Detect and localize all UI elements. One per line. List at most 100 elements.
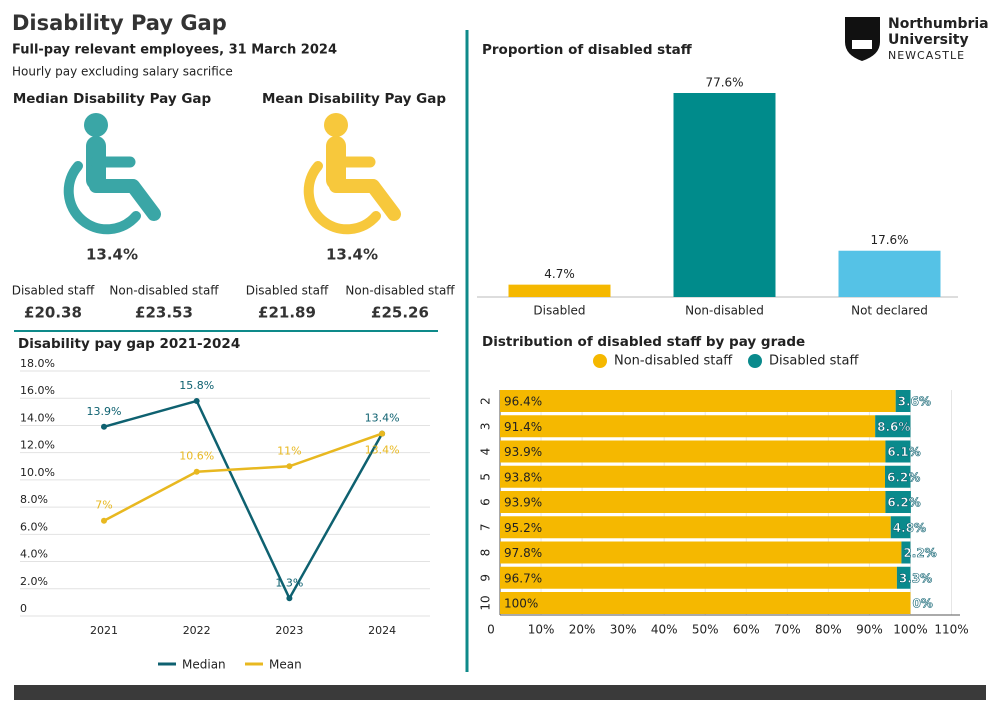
x-tick-label: 10% [528,623,555,637]
x-tick-label: 0 [487,623,495,637]
kpi-title: Median Disability Pay Gap [13,91,212,107]
kpi-value: 13.4% [326,246,378,264]
bar-segment [885,491,911,513]
x-tick-label: 50% [692,623,719,637]
kpi-amount: £21.89 [258,304,316,322]
legend-swatch [593,354,607,368]
bar-segment [500,566,897,589]
y-tick-label: 10 [479,595,493,610]
bar-segment [500,415,876,438]
data-label: 3.3% [899,571,932,585]
legend-label: Median [182,658,226,672]
bar-segment [901,541,911,564]
subtitle: Full-pay relevant employees, 31 March 20… [12,43,337,58]
kpi-value: 13.4% [86,246,138,264]
x-tick-label: Non-disabled [685,304,764,318]
icon-part [84,113,108,137]
y-tick-label: 0 [20,602,27,615]
data-label: 6.1% [887,445,920,459]
point [193,397,200,404]
x-tick-label: 2022 [183,624,211,637]
bar-segment [500,491,886,513]
y-tick-label: 14.0% [20,411,55,424]
legend-swatch [748,354,762,368]
point [101,517,107,524]
data-label: 11% [277,444,301,457]
y-tick-label: 2 [479,397,493,405]
bar [673,93,776,297]
bar-segment [890,516,911,539]
x-tick-label: 20% [569,623,596,637]
data-label: 91.4% [504,420,542,434]
data-label: 13.4% [365,444,400,457]
bar-segment [500,465,886,488]
x-tick-label: 90% [856,623,883,637]
data-label: 97.8% [504,546,542,560]
data-label: 6.2% [887,496,920,510]
x-tick-label: 2021 [90,624,118,637]
bar [838,250,941,297]
note: Hourly pay excluding salary sacrifice [12,65,233,79]
data-label: 1.3% [275,576,303,589]
y-tick-label: 8.0% [20,493,48,506]
bar-segment [500,592,911,614]
y-tick-label: 3 [479,422,493,430]
logo-text: University [888,32,969,48]
point [101,423,107,430]
kpi-amount: £25.26 [371,304,429,322]
data-label: 7% [95,499,112,512]
data-label: 93.9% [504,445,542,459]
y-tick-label: 8 [479,549,493,557]
bar-segment [500,541,902,564]
logo-text: Northumbria [888,16,989,32]
chart-title: Distribution of disabled staff by pay gr… [482,334,805,350]
logo-shield [845,17,880,61]
x-tick-label: 110% [934,623,968,637]
data-label: 96.7% [504,571,542,585]
data-label: 10.6% [179,450,214,463]
data-label: 17.6% [870,233,908,247]
point [286,463,293,470]
kpi-amount: £23.53 [135,304,193,322]
point [193,468,200,475]
y-tick-label: 10.0% [20,466,55,479]
bar [508,284,611,297]
chart-title: Proportion of disabled staff [482,42,693,58]
x-tick-label: 2024 [368,624,396,637]
logo-book [852,40,872,49]
bar-segment [895,390,911,412]
kpi-label: Disabled staff [12,284,95,298]
bar-segment [500,390,896,412]
data-label: 2.2% [903,546,936,560]
bar-segment [500,440,886,463]
x-tick-label: 40% [651,623,678,637]
data-label: 8.6% [877,420,910,434]
x-tick-label: 2023 [275,624,303,637]
icon-part [63,136,161,235]
data-label: 4.8% [893,521,926,535]
kpi-label: Non-disabled staff [109,284,219,298]
logo-text: NEWCASTLE [888,49,965,62]
data-label: 13.9% [87,405,122,418]
data-label: 6.2% [887,470,920,484]
point [286,595,293,602]
data-label: 13.4% [365,412,400,425]
chart-title: Disability pay gap 2021-2024 [18,336,240,352]
y-tick-label: 7 [479,523,493,531]
bar-segment [875,415,911,438]
y-tick-label: 4.0% [20,548,48,561]
data-label: 95.2% [504,521,542,535]
data-label: 0% [912,597,932,611]
kpi-title: Mean Disability Pay Gap [262,91,446,107]
legend-label: Disabled staff [769,354,859,369]
y-tick-label: 16.0% [20,384,55,397]
legend-label: Non-disabled staff [614,354,733,369]
bar-segment [896,566,911,589]
x-tick-label: 60% [733,623,760,637]
data-label: 96.4% [504,395,542,409]
legend-label: Mean [269,658,302,672]
data-label: 15.8% [179,379,214,392]
y-tick-label: 5 [479,473,493,481]
wheelchair-icon [63,113,161,235]
